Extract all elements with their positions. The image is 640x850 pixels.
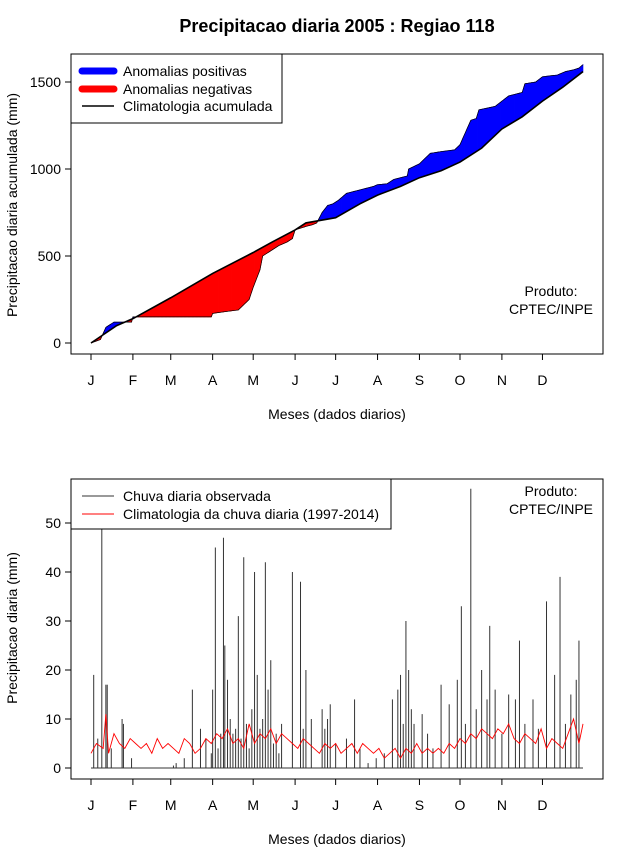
chart1-x-tick-label: J [292,372,299,388]
chart1-x-tick-label: A [373,372,383,388]
chart2-xlabel: Meses (dados diarios) [268,831,406,847]
chart2-legend: Chuva diaria observada Climatologia da c… [70,478,392,530]
chart2-x-tick-label: A [373,797,383,813]
chart2-legend-climatology: Climatologia da chuva diaria (1997-2014) [123,506,379,522]
chart1-x-tick-label: N [497,372,507,388]
chart2-y-tick-label: 20 [45,662,61,678]
chart1-observed-line [90,64,584,344]
chart2-x-tick-label: O [455,797,466,813]
chart1-ylabel: Precipitacao diaria acumulada (mm) [4,93,20,317]
chart2-y-tick-label: 10 [45,711,61,727]
chart2-x-tick-label: A [208,797,218,813]
chart2-y-tick-label: 40 [45,564,61,580]
chart2-y-axis: 0 10 20 30 40 50 [45,515,72,776]
chart1-y-axis: 0 500 1000 1500 [30,74,72,351]
chart2-climatology-line [90,714,584,760]
chart2-x-tick-label: J [292,797,299,813]
chart2-y-tick-label: 0 [53,760,61,776]
chart1-x-tick-label: D [537,372,547,388]
chart2-legend-observed: Chuva diaria observada [123,488,271,504]
chart2-y-tick-label: 30 [45,613,61,629]
chart2-annotation-produto: Produto: [525,483,578,499]
chart1-x-tick-label: M [165,372,177,388]
chart1-y-tick-label: 500 [38,248,62,264]
chart2-ylabel: Precipitacao diaria (mm) [4,552,20,704]
chart2-x-tick-label: F [129,797,138,813]
chart1-y-tick-label: 1000 [30,161,61,177]
chart2-plot [90,488,584,769]
chart1-x-tick-label: F [129,372,138,388]
chart1-x-tick-label: O [455,372,466,388]
chart1-x-tick-label: S [415,372,424,388]
chart1-legend-negative: Anomalias negativas [123,81,252,97]
chart2-x-tick-label: M [165,797,177,813]
chart1-x-tick-label: J [88,372,95,388]
chart1-climatology-line [90,70,584,344]
chart2-x-tick-label: J [332,797,339,813]
chart1-legend: Anomalias positivas Anomalias negativas … [70,53,283,124]
chart1-y-tick-label: 1500 [30,74,61,90]
chart1-x-tick-label: M [247,372,259,388]
chart2-x-tick-label: M [247,797,259,813]
chart1-legend-positive: Anomalias positivas [123,63,247,79]
chart1-annotation-cptec: CPTEC/INPE [509,301,593,317]
chart2-annotation-cptec: CPTEC/INPE [509,501,593,517]
chart2-x-tick-label: J [88,797,95,813]
chart1-x-tick-label: A [208,372,218,388]
chart2-x-tick-label: D [537,797,547,813]
chart1-plot [90,63,584,344]
chart1-x-tick-label: J [332,372,339,388]
chart1-annotation-produto: Produto: [525,283,578,299]
chart1-title: Precipitacao diaria 2005 : Regiao 118 [179,16,494,36]
chart2-y-tick-label: 50 [45,515,61,531]
chart2-x-tick-label: N [497,797,507,813]
chart1-legend-climatology: Climatologia acumulada [123,98,273,114]
chart1-xlabel: Meses (dados diarios) [268,406,406,422]
chart2-x-tick-label: S [415,797,424,813]
chart1-y-tick-label: 0 [53,335,61,351]
